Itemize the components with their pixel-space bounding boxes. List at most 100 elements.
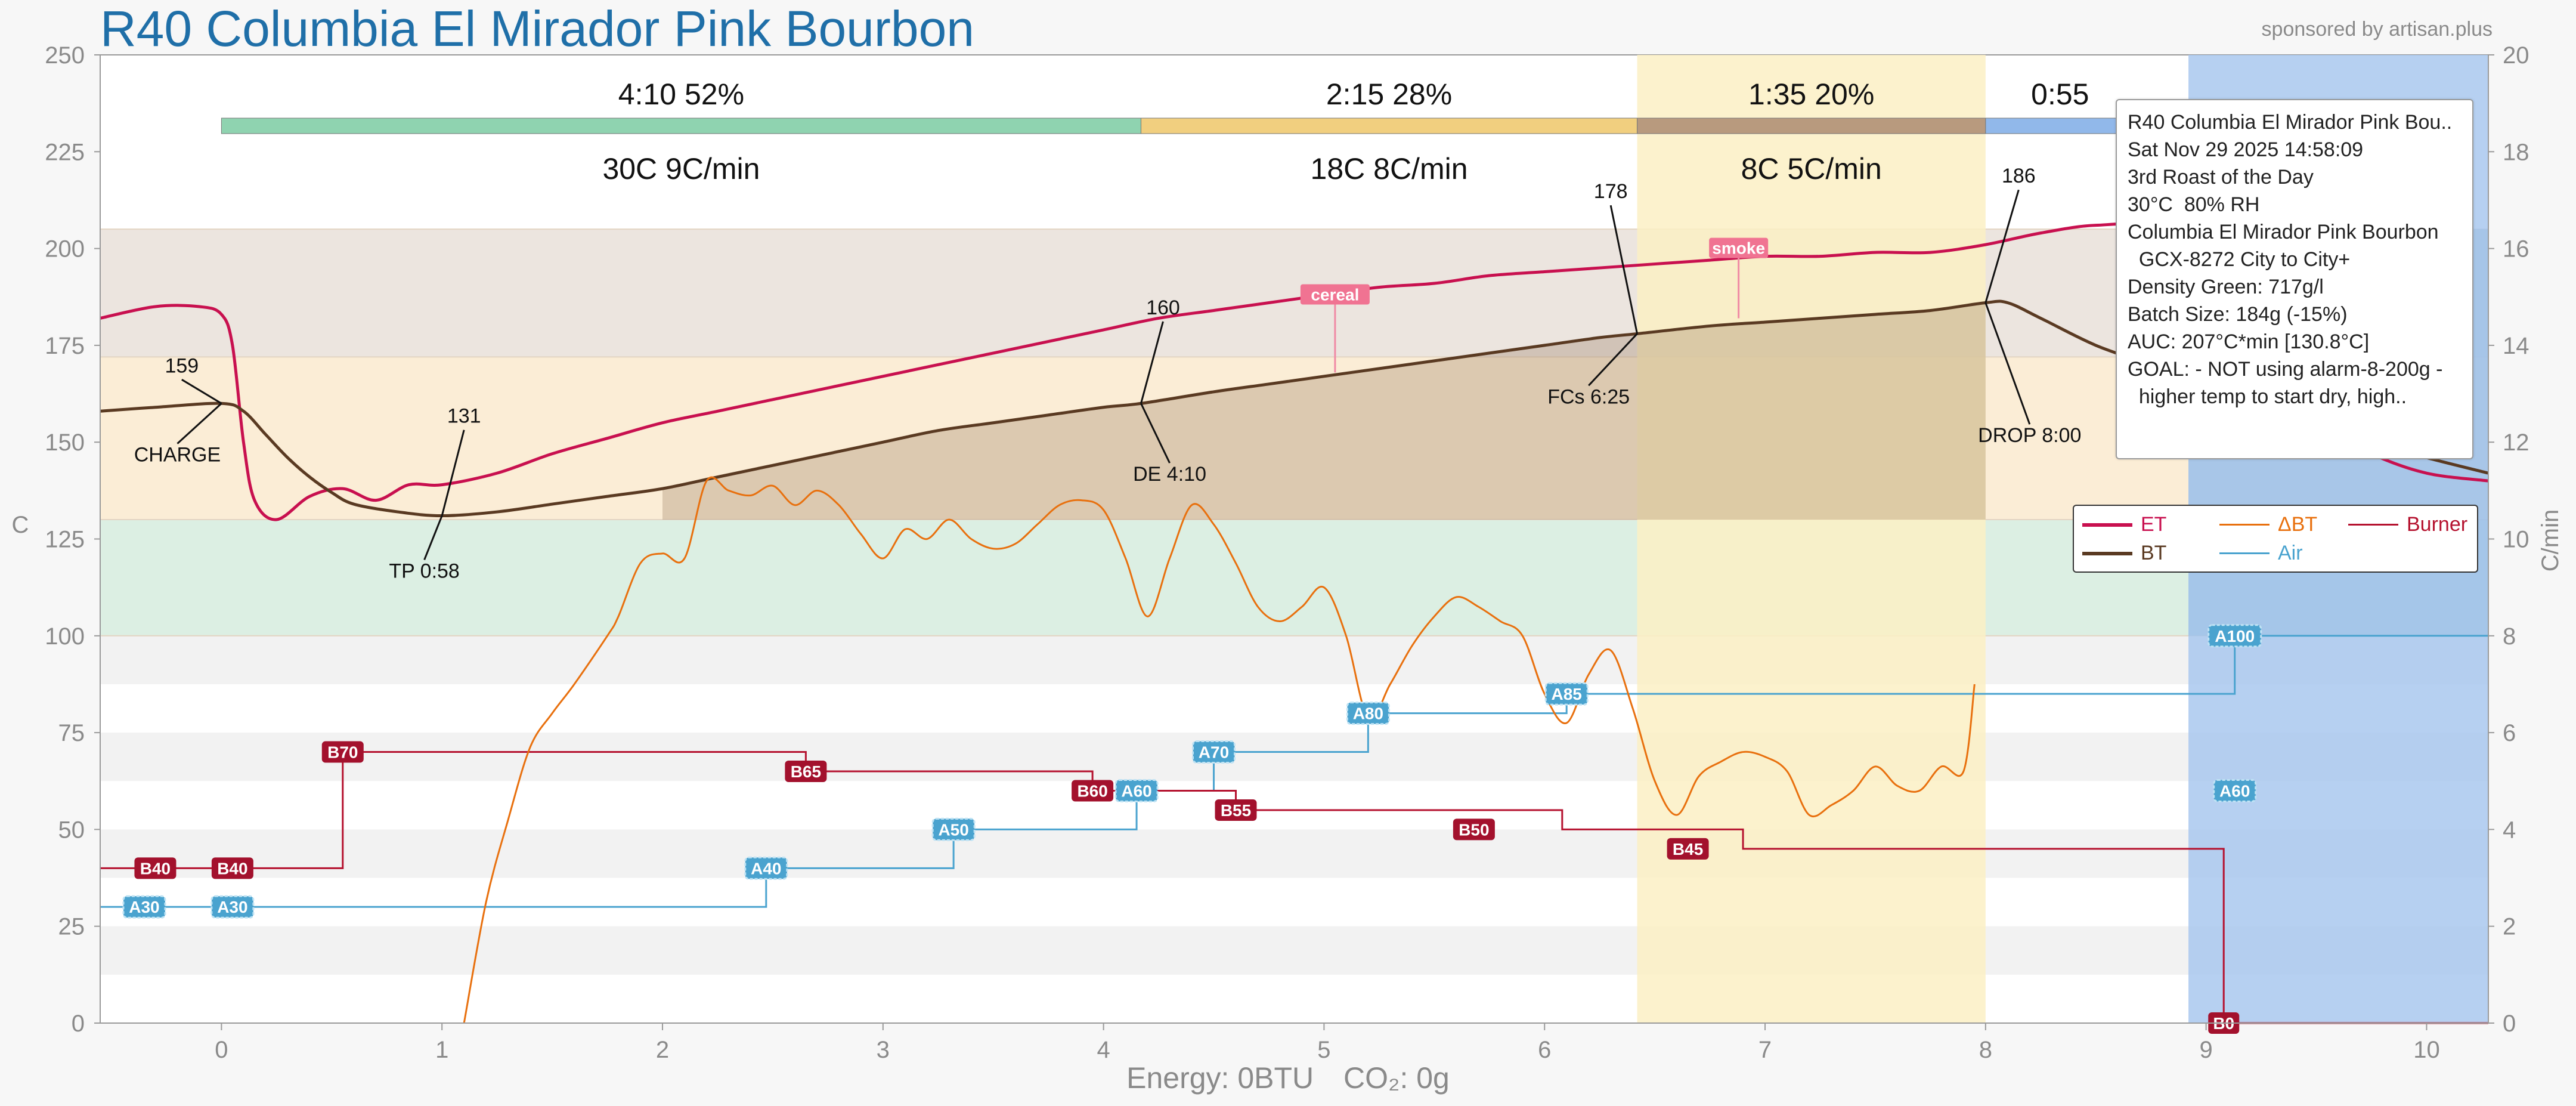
y-tick-label: 100 (45, 623, 85, 650)
air-badge-box (122, 895, 166, 919)
legend-label: ET (2141, 513, 2167, 536)
burner-badge-label: B40 (140, 859, 171, 878)
info-line: Columbia El Mirador Pink Bourbon (2128, 221, 2439, 243)
footer-stats: Energy: 0BTU CO₂: 0g (0, 1061, 2576, 1095)
phase-rate-label: 30C 9C/min (602, 152, 760, 186)
co2-readout: CO₂: 0g (1343, 1061, 1450, 1095)
annotation-event: CHARGE (134, 444, 221, 467)
y-tick-label: 175 (45, 333, 85, 359)
info-line: GOAL: - NOT using alarm-8-200g - (2128, 358, 2443, 381)
legend-item-burner[interactable]: Burner (2348, 513, 2467, 536)
annotation-leader (441, 430, 465, 516)
phase-segment (1140, 118, 1638, 134)
annotation-value: 160 (1146, 296, 1180, 319)
y2-tick-label: 0 (2503, 1011, 2516, 1037)
phase-bar: 4:10 52% 30C 9C/min 2:15 28% 18C 8C/min 1:35… (221, 78, 2207, 186)
x-tick-label: 8 (1979, 1037, 1992, 1063)
grid-stripe (100, 635, 2488, 684)
burner-badge-box (321, 741, 364, 763)
air-badge-label: A60 (2219, 781, 2250, 800)
event-flag-label: cereal (1311, 286, 1359, 304)
legend-swatch (2348, 524, 2398, 526)
et-curve (100, 222, 2489, 521)
legend-item-air[interactable]: Air (2219, 542, 2303, 565)
info-line: R40 Columbia El Mirador Pink Bou.. (2128, 111, 2453, 134)
chart-title: R40 Columbia El Mirador Pink Bourbon (100, 1, 975, 57)
x-tick-label: 4 (1097, 1037, 1110, 1063)
y2-tick-label: 20 (2503, 42, 2529, 69)
phase-segment (221, 118, 1141, 134)
y-tick-label: 0 (72, 1011, 85, 1037)
y2-tick-label: 6 (2503, 720, 2516, 746)
burner-badge-label: B40 (217, 859, 247, 878)
air-badge-label: A85 (1552, 685, 1582, 703)
info-line: Density Green: 717g/l (2128, 276, 2324, 298)
event-annotations: cereal smoke 159 CHARGE 131 TP 0:58 160 DE 4:10… (134, 165, 2082, 582)
y-tick-label: 200 (45, 236, 85, 262)
grid-stripe (100, 733, 2488, 781)
grid-stripe (100, 829, 2488, 878)
x-tick-label: 7 (1758, 1037, 1772, 1063)
info-line: Sat Nov 29 2025 14:58:09 (2128, 138, 2364, 161)
event-flag-label: smoke (1712, 239, 1765, 258)
sponsor-text[interactable]: sponsored by artisan.plus (2261, 18, 2493, 41)
annotation-leader (1140, 403, 1171, 464)
burner-badge-box (134, 857, 177, 879)
energy-readout: Energy: 0BTU (1126, 1061, 1314, 1095)
burner-badge-box (785, 761, 827, 783)
air-badge-label: A80 (1353, 705, 1383, 723)
y-tick-label: 75 (58, 720, 85, 746)
air-badge-label: A30 (129, 898, 159, 916)
air-badge-box (1114, 778, 1159, 802)
annotation-event: DROP 8:00 (1978, 424, 2081, 447)
x-tick-label: 1 (435, 1037, 448, 1063)
y2-tick-label: 10 (2503, 527, 2529, 553)
y2-tick-label: 12 (2503, 430, 2529, 456)
annotation-leader (1984, 189, 2020, 303)
phase-segment (1637, 118, 1986, 134)
legend-item-delta-bt[interactable]: ΔBT (2219, 513, 2317, 536)
y-tick-label: 250 (45, 42, 85, 69)
burner-badge-label: B65 (791, 762, 821, 781)
burner-badge-label: B70 (327, 743, 358, 762)
info-line: higher temp to start dry, high.. (2128, 385, 2407, 408)
annotation-value: 159 (165, 354, 199, 377)
y-axis-label: C (12, 512, 29, 538)
air-badge-box (2213, 778, 2257, 802)
burner-badge-box (1453, 818, 1495, 841)
y-tick-label: 225 (45, 139, 85, 165)
legend-swatch (2219, 524, 2270, 526)
annotation-value: 131 (447, 405, 481, 428)
annotation-value: 186 (2002, 165, 2036, 187)
curves (100, 222, 2489, 1024)
burner-badge-box (1667, 838, 1709, 860)
y-tick-label: 50 (58, 817, 85, 843)
burner-badge-box (211, 857, 253, 879)
phase-duration-label: 0:55 (2031, 78, 2089, 111)
annotation-event: DE 4:10 (1133, 463, 1206, 486)
annotation-leader (423, 515, 443, 560)
annotation-event: FCs 6:25 (1547, 385, 1630, 408)
x-tick-label: 3 (877, 1037, 890, 1063)
legend-label: Air (2278, 542, 2303, 564)
annotation-leader (177, 403, 222, 444)
annotation-leader (181, 379, 222, 404)
air-badge-box (2207, 624, 2262, 648)
y2-tick-label: 2 (2503, 914, 2516, 940)
air-badge-box (1192, 740, 1236, 764)
air-badge-box (1544, 682, 1589, 706)
background-bands (100, 228, 2488, 637)
chart-legend[interactable]: ET ΔBT Burner BT Air (2073, 505, 2478, 573)
annotation-leader (1984, 302, 2031, 425)
info-line: GCX-8272 City to City+ (2128, 248, 2351, 271)
burner-badge-label: B50 (1459, 820, 1489, 839)
event-flag-box (1300, 284, 1370, 305)
legend-swatch (2219, 552, 2270, 554)
burner-badge-label: B60 (1077, 781, 1107, 800)
legend-item-et[interactable]: ET (2082, 513, 2166, 536)
phase-rate-label: 18C 8C/min (1311, 152, 1468, 186)
annotation-leader (1609, 205, 1639, 334)
legend-swatch (2082, 523, 2132, 527)
annotation-leader (1140, 321, 1164, 404)
legend-item-bt[interactable]: BT (2082, 542, 2166, 565)
